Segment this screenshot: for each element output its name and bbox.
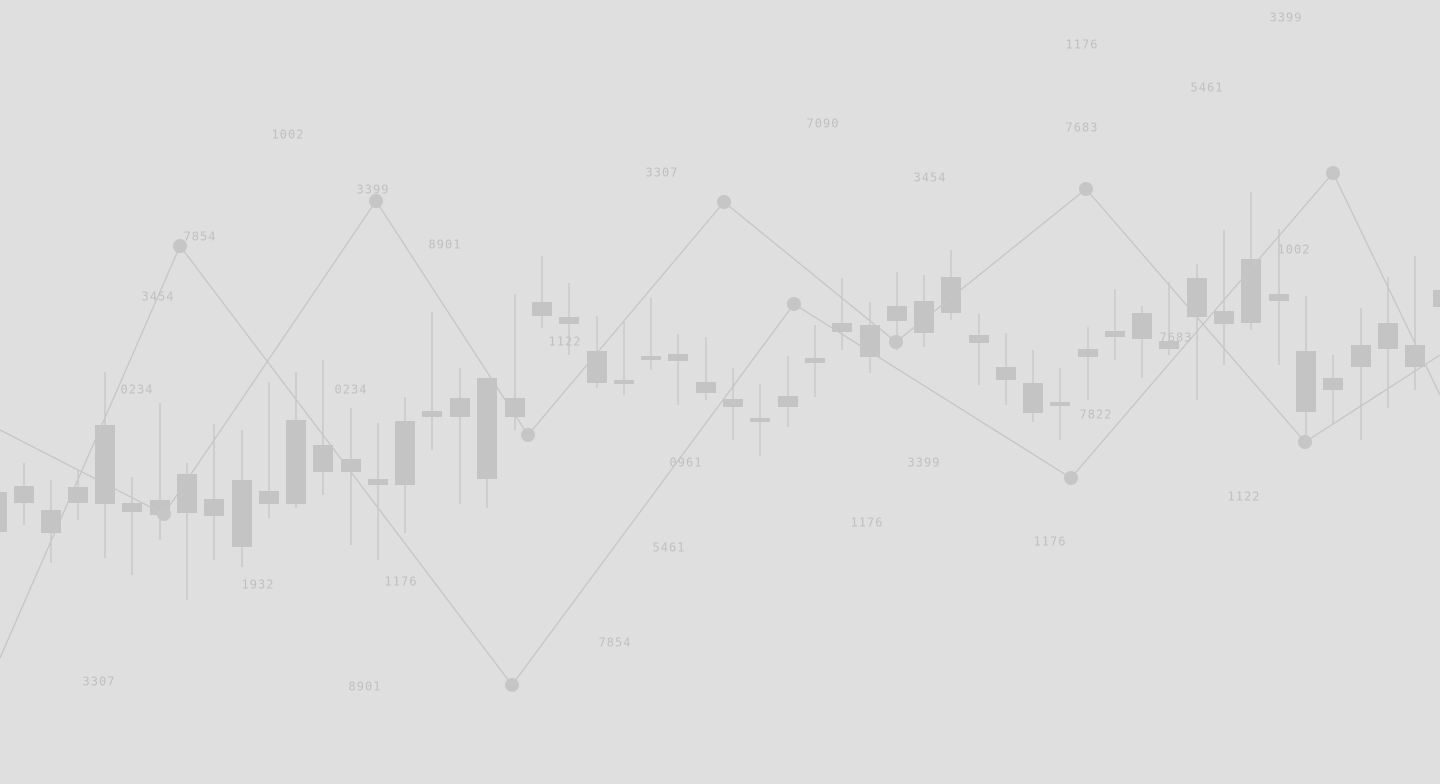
candle-body <box>832 323 852 332</box>
candle-body <box>477 378 497 479</box>
line-dot <box>1298 435 1312 449</box>
number: 3454 <box>914 171 947 185</box>
candle-body <box>668 354 688 361</box>
candle-body <box>887 306 907 321</box>
number: 7854 <box>599 636 632 650</box>
candle-body <box>1433 290 1440 307</box>
number: 8901 <box>349 680 382 694</box>
number: 1176 <box>1066 38 1099 52</box>
number: 0961 <box>670 456 703 470</box>
candle-body <box>1105 331 1125 337</box>
line-dot <box>505 678 519 692</box>
candle-body <box>1405 345 1425 367</box>
line-dot <box>889 335 903 349</box>
candle-body <box>1351 345 1371 367</box>
candle-body <box>941 277 961 313</box>
number: 0234 <box>335 383 368 397</box>
candle-body <box>1378 323 1398 349</box>
candle-body <box>177 474 197 513</box>
number: 3399 <box>1270 11 1303 25</box>
number: 5461 <box>653 541 686 555</box>
number: 3399 <box>357 183 390 197</box>
number: 1932 <box>242 578 275 592</box>
candle-body <box>750 418 770 422</box>
number: 1002 <box>1278 243 1311 257</box>
line-dot <box>1079 182 1093 196</box>
candle-body <box>1078 349 1098 357</box>
candle-body <box>450 398 470 417</box>
candle-body <box>1023 383 1043 413</box>
candle-body <box>0 492 7 532</box>
number: 5461 <box>1191 81 1224 95</box>
number: 7683 <box>1066 121 1099 135</box>
number: 7683 <box>1160 331 1193 345</box>
candle-body <box>232 480 252 547</box>
number: 1176 <box>385 575 418 589</box>
candle-body <box>805 358 825 363</box>
floating-numbers: 3399 1176 5461 1002 7090 7683 3307 3454 … <box>83 11 1311 694</box>
number: 3307 <box>646 166 679 180</box>
candle-body <box>969 335 989 343</box>
candle-body <box>395 421 415 485</box>
zigzag-lines <box>0 166 1440 692</box>
candle-body <box>1159 341 1179 349</box>
candle-body <box>1323 378 1343 390</box>
candle-body <box>1269 294 1289 301</box>
number: 7854 <box>184 230 217 244</box>
number: 3307 <box>83 675 116 689</box>
line-dot <box>1326 166 1340 180</box>
number: 1176 <box>851 516 884 530</box>
candle-body <box>1214 311 1234 324</box>
candle-body <box>778 396 798 407</box>
candle-body <box>559 317 579 324</box>
candle-body <box>1050 402 1070 406</box>
line-dot <box>717 195 731 209</box>
candle-body <box>996 367 1016 380</box>
candle-body <box>41 510 61 533</box>
candle-body <box>422 411 442 417</box>
candle-body <box>1132 313 1152 339</box>
candle-body <box>505 398 525 417</box>
candle-body <box>723 399 743 407</box>
line-dot <box>173 239 187 253</box>
candle-body <box>641 356 661 360</box>
candle-body <box>286 420 306 504</box>
candle-body <box>1296 351 1316 412</box>
candle-body <box>368 479 388 485</box>
number: 0234 <box>121 383 154 397</box>
number: 3454 <box>142 290 175 304</box>
number: 8901 <box>429 238 462 252</box>
candle-body <box>14 486 34 503</box>
line-dot <box>157 507 171 521</box>
candle-body <box>313 445 333 472</box>
candlesticks <box>0 192 1440 600</box>
candle-body <box>204 499 224 516</box>
candle-body <box>914 301 934 333</box>
number: 1002 <box>272 128 305 142</box>
number: 3399 <box>908 456 941 470</box>
line-dot <box>1064 471 1078 485</box>
number: 1122 <box>1228 490 1261 504</box>
candle-body <box>341 459 361 472</box>
number: 7090 <box>807 117 840 131</box>
candle-body <box>259 491 279 504</box>
line-dot <box>521 428 535 442</box>
line-dot <box>369 194 383 208</box>
candle-body <box>696 382 716 393</box>
number: 7822 <box>1080 408 1113 422</box>
candle-body <box>614 380 634 384</box>
number: 1122 <box>549 335 582 349</box>
candle-body <box>122 503 142 512</box>
candle-body <box>1187 278 1207 317</box>
candle-body <box>532 302 552 316</box>
number: 1176 <box>1034 535 1067 549</box>
candle-body <box>587 351 607 383</box>
candle-body <box>95 425 115 504</box>
line-dot <box>787 297 801 311</box>
